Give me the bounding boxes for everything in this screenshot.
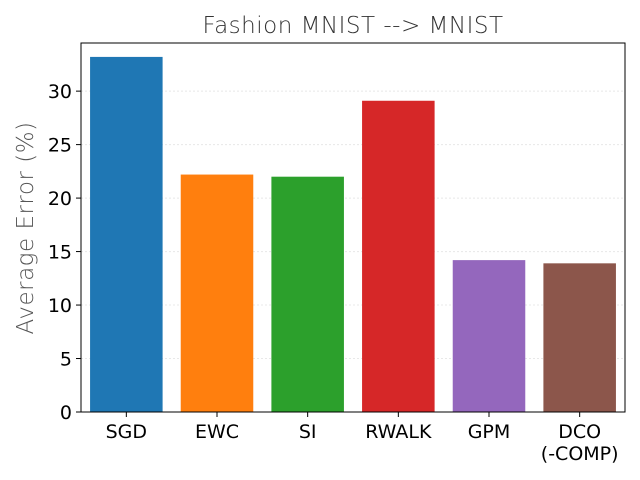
- x-tick-label: GPM: [468, 421, 511, 443]
- bar: [90, 56, 163, 412]
- y-tick-label: 30: [48, 81, 72, 103]
- y-tick-label: 25: [48, 135, 72, 157]
- grid-lines: [81, 90, 625, 360]
- axes: [80, 42, 626, 413]
- bar: [271, 176, 344, 412]
- y-tick-label: 10: [48, 295, 72, 317]
- x-tick-label: RWALK: [365, 421, 432, 443]
- y-axis-label: Average Error (%): [13, 121, 39, 334]
- x-tick-label: SI: [299, 421, 317, 443]
- y-axis-ticks: 0 5 10 15 20 25 30: [48, 81, 81, 424]
- y-tick-label: 15: [48, 242, 72, 264]
- y-tick-label: 5: [60, 349, 72, 371]
- x-tick-label: SGD: [106, 421, 147, 443]
- bars: [90, 56, 616, 412]
- chart-title: Fashion MNIST --> MNIST: [202, 13, 503, 39]
- x-axis-ticks: SGD EWC SI RWALK GPM DCO (-COMP): [106, 412, 619, 465]
- x-tick-label: EWC: [195, 421, 239, 443]
- bar: [180, 174, 254, 412]
- bar: [362, 100, 435, 412]
- bar: [452, 260, 526, 412]
- plot-frame: [80, 42, 626, 413]
- y-tick-label: 20: [48, 188, 72, 210]
- bar: [543, 263, 616, 412]
- y-tick-label: 0: [60, 402, 72, 424]
- x-tick-label: DCO (-COMP): [541, 421, 619, 465]
